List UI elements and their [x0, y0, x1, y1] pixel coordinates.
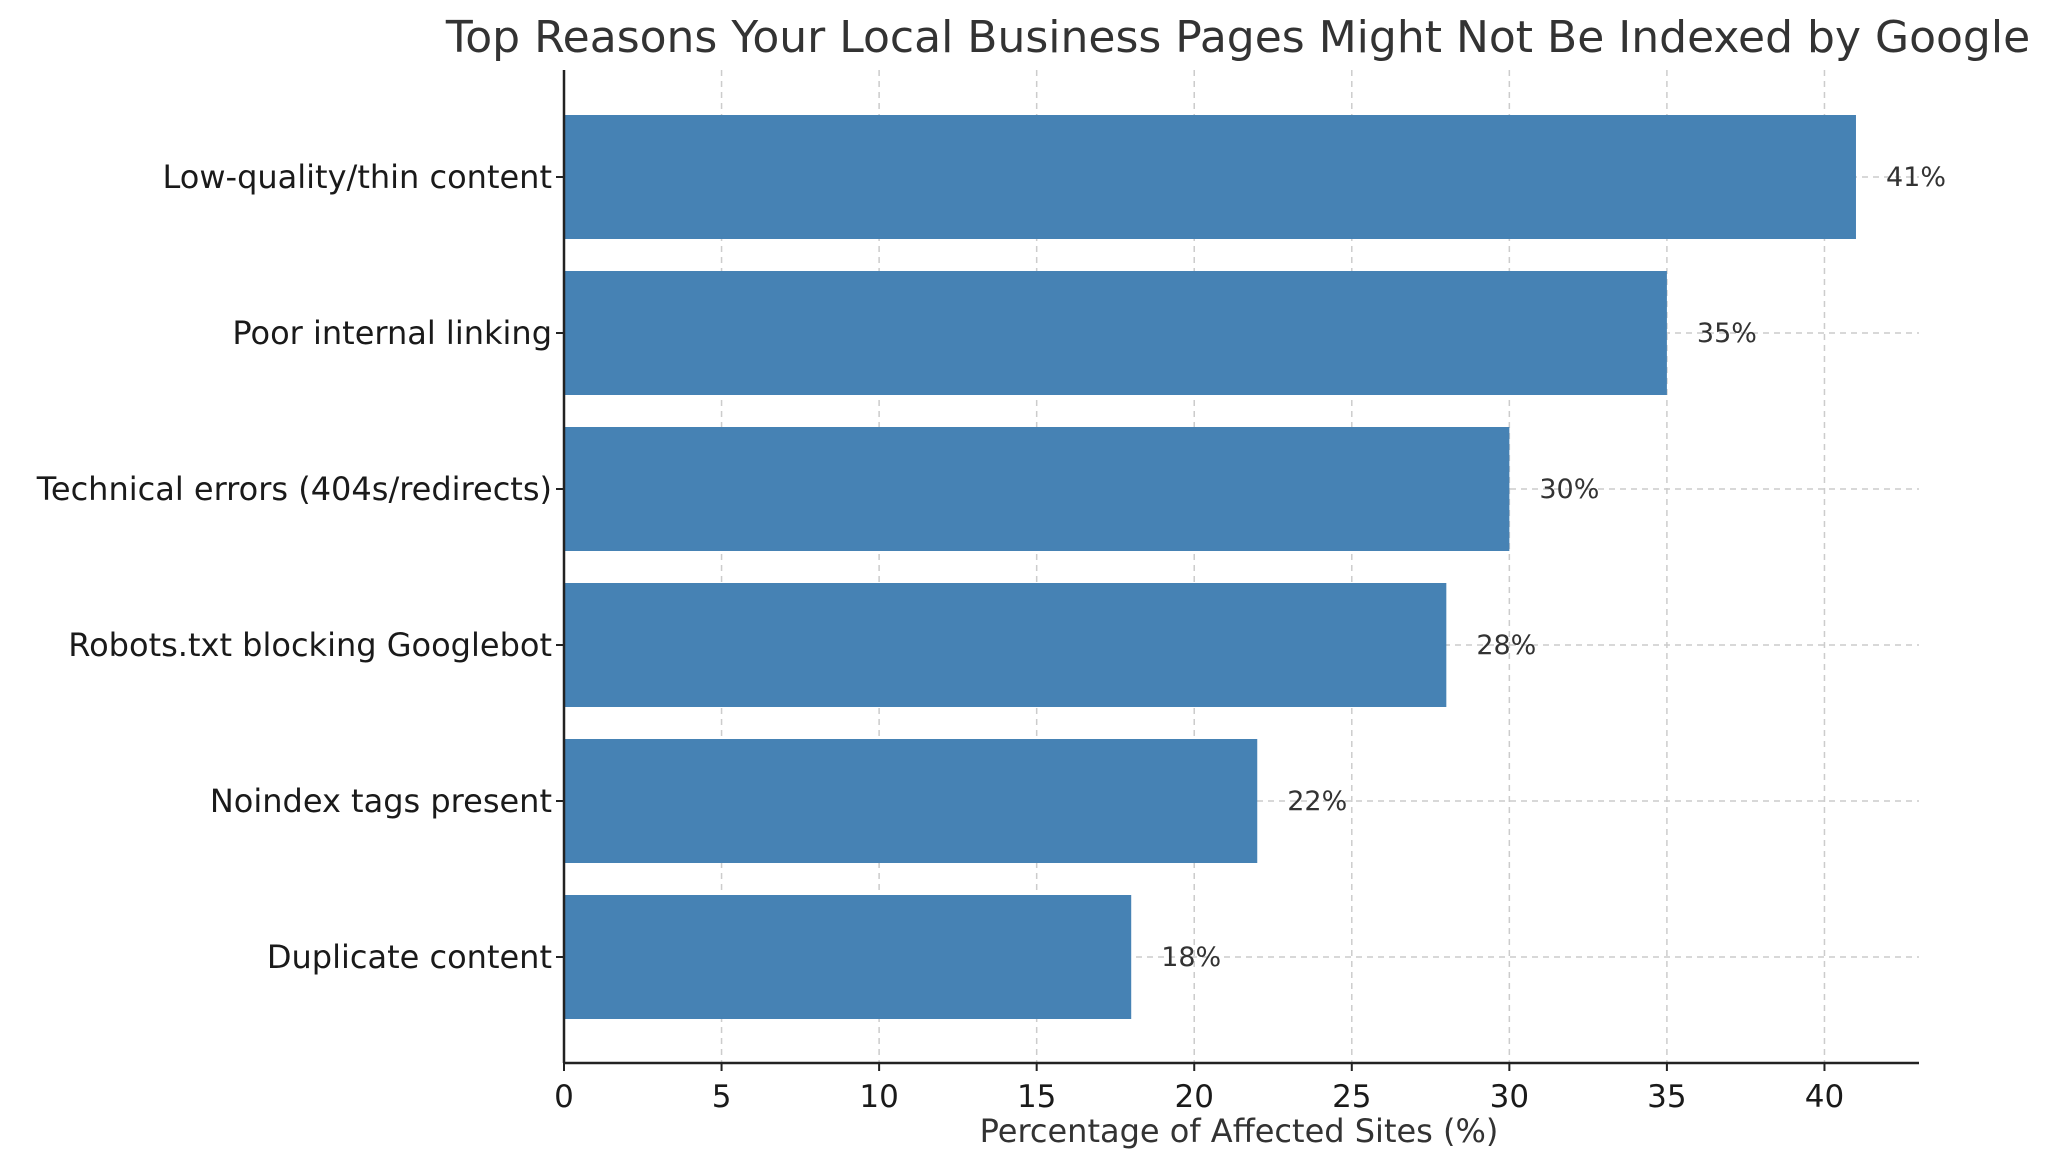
- chart-title: Top Reasons Your Local Business Pages Mi…: [445, 12, 2030, 63]
- y-tick-label: Robots.txt blocking Googlebot: [68, 626, 552, 664]
- bar-value-label: 22%: [1287, 786, 1347, 817]
- x-tick-label: 35: [1647, 1079, 1686, 1115]
- bar: [564, 271, 1667, 395]
- x-tick-label: 15: [1017, 1079, 1056, 1115]
- x-tick-label: 10: [859, 1079, 898, 1115]
- x-axis-label: Percentage of Affected Sites (%): [980, 1112, 1499, 1150]
- axes: [556, 70, 1919, 1071]
- bar-value-label: 35%: [1697, 318, 1757, 349]
- bar: [564, 427, 1510, 551]
- bars: [564, 115, 1856, 1019]
- y-tick-label: Low-quality/thin content: [163, 158, 553, 196]
- bar: [564, 583, 1447, 707]
- bar-value-label: 28%: [1476, 630, 1536, 661]
- x-tick-label: 0: [554, 1079, 574, 1115]
- x-tick-label: 40: [1805, 1079, 1844, 1115]
- y-tick-label: Noindex tags present: [210, 782, 552, 820]
- x-tick-label: 5: [712, 1079, 732, 1115]
- x-tick-label: 30: [1490, 1079, 1529, 1115]
- y-tick-label: Poor internal linking: [232, 314, 552, 352]
- y-tick-label: Duplicate content: [267, 938, 552, 976]
- bar: [564, 739, 1258, 863]
- y-tick-labels: Low-quality/thin content Poor internal li…: [36, 158, 552, 976]
- bar-value-label: 18%: [1161, 942, 1221, 973]
- bar: [564, 895, 1132, 1019]
- x-tick-label: 20: [1175, 1079, 1214, 1115]
- y-tick-label: Technical errors (404s/redirects): [36, 470, 552, 508]
- bar: [564, 115, 1856, 239]
- x-tick-label: 25: [1332, 1079, 1371, 1115]
- data-labels: 41% 35% 30% 28% 22% 18%: [1161, 162, 1946, 973]
- bar-value-label: 30%: [1539, 474, 1599, 505]
- x-tick-labels: 0 5 10 15 20 25 30 35 40: [554, 1079, 1844, 1115]
- bar-value-label: 41%: [1886, 162, 1946, 193]
